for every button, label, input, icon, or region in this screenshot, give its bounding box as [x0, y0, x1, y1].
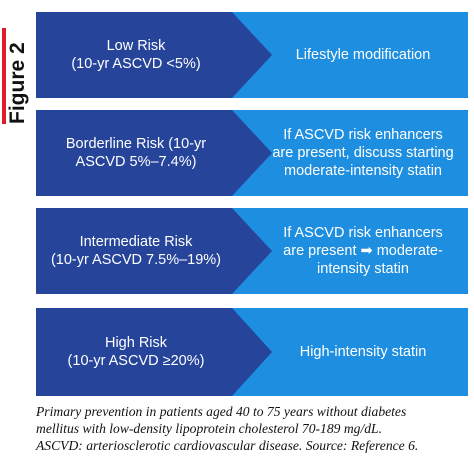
risk-row-high-arrow — [36, 308, 468, 396]
risk-row-high-label: High Risk (10-yr ASCVD ≥20%) — [67, 335, 205, 369]
caption-line-2: mellitus with low-density lipoprotein ch… — [36, 421, 382, 436]
risk-row-high-left-box — [36, 308, 272, 396]
risk-row-low-recommendation: Lifestyle modification — [295, 47, 431, 63]
risk-row-high-recommendation: High-intensity statin — [299, 344, 427, 360]
risk-row-low-label: Low Risk (10-yr ASCVD <5%) — [71, 38, 201, 72]
risk-row-intermediate: Intermediate Risk (10-yr ASCVD 7.5%–19%)… — [36, 208, 468, 294]
risk-row-low: Low Risk (10-yr ASCVD <5%) Lifestyle mod… — [36, 12, 468, 98]
figure-label: Figure 2 — [0, 28, 30, 124]
risk-row-intermediate-recommendation: If ASCVD risk enhancers are present ➡ mo… — [283, 225, 443, 277]
risk-row-borderline: Borderline Risk (10-yr ASCVD 5%–7.4%) If… — [36, 110, 468, 196]
caption-line-3: ASCVD: arteriosclerotic cardiovascular d… — [36, 438, 419, 453]
risk-row-high: High Risk (10-yr ASCVD ≥20%) High-intens… — [36, 308, 468, 396]
risk-row-intermediate-arrow — [36, 208, 468, 294]
figure-label-bar — [2, 28, 6, 124]
risk-row-intermediate-label: Intermediate Risk (10-yr ASCVD 7.5%–19%) — [50, 234, 222, 268]
figure-caption: Primary prevention in patients aged 40 t… — [36, 403, 472, 454]
risk-row-intermediate-left-box — [36, 208, 272, 294]
risk-row-borderline-label: Borderline Risk (10-yr ASCVD 5%–7.4%) — [65, 136, 207, 170]
risk-row-low-arrow — [36, 12, 468, 98]
risk-row-borderline-arrow — [36, 110, 468, 196]
risk-row-borderline-recommendation: If ASCVD risk enhancers are present, dis… — [272, 127, 454, 179]
risk-row-low-left-box — [36, 12, 272, 98]
risk-row-borderline-left-box — [36, 110, 272, 196]
caption-line-1: Primary prevention in patients aged 40 t… — [36, 404, 407, 419]
figure-label-text: Figure 2 — [6, 42, 29, 124]
